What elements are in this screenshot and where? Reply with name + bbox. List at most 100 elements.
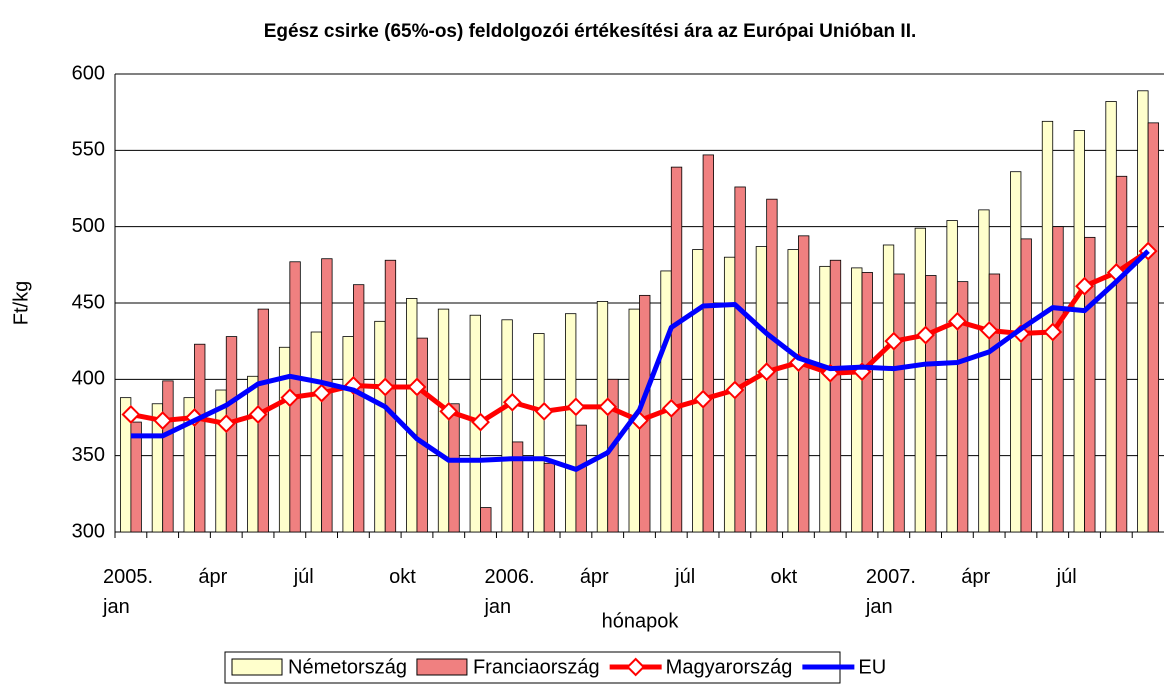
bar	[670, 166, 683, 533]
bar	[946, 220, 958, 533]
marker	[471, 412, 490, 432]
bar	[607, 378, 619, 533]
marker	[947, 311, 967, 331]
bar	[480, 507, 492, 533]
bar	[925, 275, 937, 533]
marker	[1043, 322, 1063, 342]
bar	[162, 380, 174, 533]
bar	[406, 298, 418, 533]
marker	[375, 377, 395, 397]
bar	[956, 281, 969, 533]
chart-title: Egész csirke (65%-os) feldolgozói értéke…	[264, 21, 917, 42]
bar	[225, 336, 238, 533]
marker	[979, 321, 999, 340]
marker	[153, 411, 173, 430]
x-tick-label: 2006. jan	[484, 566, 535, 618]
x-tick-label: júl	[293, 566, 314, 588]
marker	[693, 389, 713, 409]
marker	[248, 405, 268, 424]
bar	[851, 267, 863, 533]
bar	[437, 308, 450, 533]
bar	[374, 320, 386, 533]
legend-label: Franciaország	[473, 656, 600, 678]
marker	[566, 397, 586, 417]
bar	[787, 249, 799, 533]
marker	[121, 405, 141, 424]
x-axis-label: hónapok	[602, 610, 680, 632]
bar	[247, 375, 259, 533]
x-tick-label: ápr	[961, 566, 991, 588]
marker	[407, 377, 427, 397]
bar	[734, 186, 746, 533]
y-tick-label: 550	[72, 139, 105, 161]
marker	[216, 414, 236, 434]
bar	[988, 273, 1001, 533]
legend-marker	[626, 657, 646, 677]
y-tick-label: 350	[72, 444, 105, 466]
bar	[1137, 90, 1149, 533]
bar	[353, 284, 365, 533]
bar	[1052, 226, 1064, 533]
bar	[501, 319, 513, 533]
bar	[798, 235, 810, 533]
bar	[1147, 122, 1160, 533]
y-tick-label: 600	[72, 62, 105, 84]
bar	[511, 441, 524, 533]
bar	[1020, 238, 1032, 533]
bar	[882, 244, 895, 533]
marker	[534, 401, 554, 421]
bar	[533, 333, 545, 533]
marker	[312, 383, 332, 403]
bar	[702, 154, 714, 533]
bar	[829, 259, 842, 533]
bar	[1105, 101, 1117, 533]
legend-label: Németország	[288, 656, 407, 678]
marker	[757, 362, 777, 382]
bar	[596, 301, 609, 533]
marker	[280, 388, 300, 408]
y-tick-label: 300	[72, 520, 105, 542]
bar	[575, 424, 587, 533]
x-tick-label: okt	[389, 566, 416, 588]
marker	[439, 401, 459, 421]
y-tick-label: 500	[72, 215, 105, 237]
x-tick-label: ápr	[579, 566, 609, 588]
legend-swatch	[416, 658, 468, 676]
bar	[342, 336, 354, 533]
bar	[310, 331, 323, 533]
bar	[1073, 130, 1085, 533]
bar	[692, 249, 704, 533]
marker	[1075, 276, 1094, 296]
y-tick-label: 400	[72, 368, 105, 390]
x-tick-label: júl	[1056, 566, 1077, 588]
x-tick-label: 2007. jan	[865, 566, 916, 618]
bar	[543, 462, 556, 533]
bar	[130, 421, 142, 533]
x-tick-label: ápr	[198, 566, 228, 588]
bar	[978, 209, 990, 533]
x-tick-label: okt	[770, 566, 798, 588]
bar	[1084, 236, 1096, 533]
bar	[1010, 171, 1022, 533]
legend-swatch	[231, 658, 283, 676]
legend-box	[224, 651, 841, 684]
bar	[384, 259, 397, 533]
bar	[1115, 175, 1128, 533]
x-tick-label: 2005. jan	[103, 566, 154, 618]
marker	[661, 398, 681, 418]
marker	[502, 392, 522, 412]
bar	[893, 273, 905, 533]
bar	[755, 246, 768, 533]
bar	[416, 337, 428, 533]
bar	[914, 227, 926, 533]
bar	[565, 313, 577, 533]
marker	[916, 325, 936, 345]
y-tick-label: 450	[72, 291, 105, 313]
x-tick-label: júl	[675, 566, 696, 588]
bar	[194, 343, 206, 533]
bar	[819, 265, 831, 533]
marker	[884, 331, 904, 351]
legend-label: Magyarország	[666, 656, 793, 678]
